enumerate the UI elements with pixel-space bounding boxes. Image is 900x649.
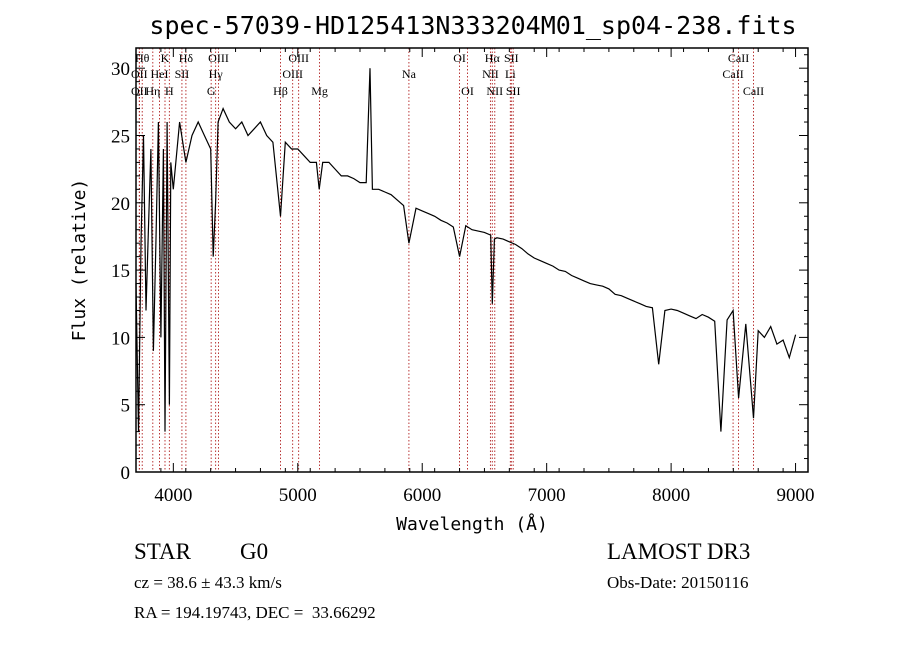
y-tick-label-3: 15 — [111, 261, 130, 282]
x-axis-label: Wavelength (Å) — [396, 513, 548, 535]
spectral-line-label-23: NII — [486, 84, 503, 98]
spectral-line-label-7: H — [165, 84, 174, 98]
y-tick-label-1: 5 — [121, 396, 131, 417]
spectral-line-label-12: Hβ — [273, 84, 288, 98]
axis-ticks — [135, 48, 809, 473]
spectral-line-label-13: OIII — [288, 51, 309, 65]
spectral-line-label-14: OIII — [282, 67, 303, 81]
spectral-line-label-18: OI — [461, 84, 474, 98]
plot-frame — [135, 47, 809, 473]
spectral-line-label-20: SII — [504, 51, 519, 65]
survey-name: LAMOST DR3 — [607, 539, 751, 564]
observation-date: Obs-Date: 20150116 — [607, 573, 749, 592]
spectral-line-label-16: Na — [402, 67, 417, 81]
x-tick-label-3: 7000 — [528, 485, 566, 506]
y-axis-label: Flux (relative) — [69, 179, 90, 342]
y-tick-label-2: 10 — [111, 328, 130, 349]
x-tick-label-0: 4000 — [154, 485, 192, 506]
x-tick-label-2: 6000 — [403, 485, 441, 506]
spectral-lines-layer — [138, 48, 754, 472]
x-tick-label-5: 9000 — [777, 485, 815, 506]
x-tick-label-4: 8000 — [652, 485, 690, 506]
chart-title: spec-57039-HD125413N333204M01_sp04-238.f… — [149, 11, 796, 40]
tick-labels: 4000 5000 6000 7000 8000 9000 0 5 10 15 20 25 30 — [111, 59, 815, 506]
spectral-line-label-15: Mg — [311, 84, 328, 98]
object-class: STAR — [134, 539, 191, 564]
x-tick-label-1: 5000 — [279, 485, 317, 506]
spectral-line-label-25: CaII — [728, 51, 749, 65]
spectral-line-label-10: Hγ — [209, 67, 224, 81]
spectral-line-label-6: SII — [175, 67, 190, 81]
spectral-line-label-9: OIII — [208, 51, 229, 65]
spectral-line-label-26: CaII — [722, 67, 743, 81]
coordinates: RA = 194.19743, DEC = 33.66292 — [134, 603, 376, 622]
spectral-line-label-21: NII — [482, 67, 499, 81]
redshift-velocity: cz = 38.6 ± 43.3 km/s — [134, 573, 282, 592]
spectral-line-label-5: K — [161, 51, 170, 65]
spectral-line-label-0: OII — [131, 84, 148, 98]
spectral-line-label-3: Hη — [145, 84, 160, 98]
spectral-line-label-8: Hδ — [179, 51, 194, 65]
spectral-line-label-11: G — [207, 84, 216, 98]
spectral-line-label-24: SII — [506, 84, 521, 98]
object-subclass: G0 — [240, 539, 269, 564]
spectral-line-label-1: Hθ — [135, 51, 150, 65]
spectrum-line — [135, 68, 797, 432]
y-tick-label-5: 25 — [111, 126, 130, 147]
spectral-line-label-22: Li — [505, 67, 516, 81]
y-tick-label-0: 0 — [121, 463, 131, 484]
spectral-line-label-2: OII — [131, 67, 148, 81]
spectral-line-label-27: CaII — [743, 84, 764, 98]
y-tick-label-6: 30 — [111, 59, 130, 80]
spectral-line-label-4: HeI — [151, 67, 169, 81]
y-tick-label-4: 20 — [111, 194, 130, 215]
spectral-line-label-17: OI — [453, 51, 466, 65]
spectral-line-label-19: Hα — [485, 51, 501, 65]
